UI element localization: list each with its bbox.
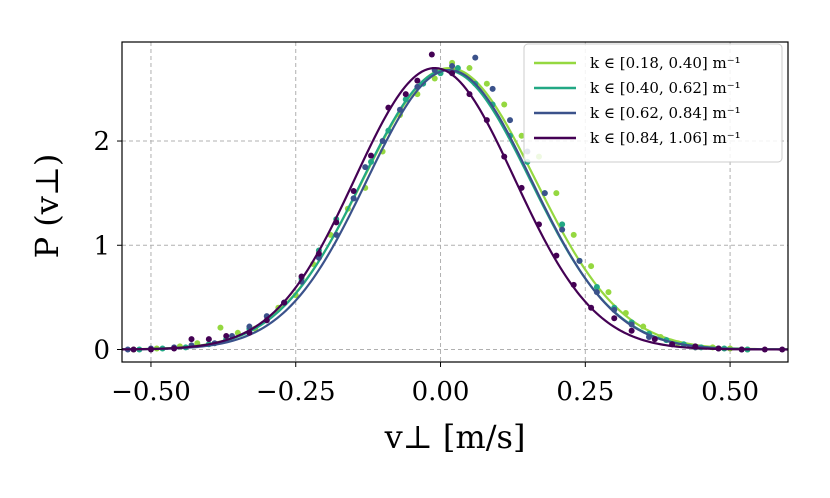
- data-point: [333, 219, 340, 226]
- legend: k ∈ [0.18, 0.40] m⁻¹ k ∈ [0.40, 0.62] m⁻…: [523, 43, 783, 163]
- series-line: [121, 69, 788, 351]
- x-axis: −0.50 −0.25 0.00 0.25 0.50: [111, 362, 759, 407]
- data-point: [402, 96, 409, 103]
- data-point: [315, 250, 322, 257]
- data-point: [651, 336, 658, 343]
- data-point: [715, 345, 722, 352]
- data-point: [315, 254, 322, 261]
- data-point: [379, 138, 386, 145]
- plot-frame: [121, 41, 789, 363]
- data-point: [646, 333, 653, 340]
- x-tick-label: 0.25: [556, 377, 614, 407]
- data-point: [640, 323, 647, 330]
- data-point: [171, 345, 178, 352]
- legend-label-1: k ∈ [0.40, 0.62] m⁻¹: [590, 79, 741, 97]
- data-point: [593, 289, 600, 296]
- data-point: [428, 51, 435, 58]
- data-point: [483, 80, 490, 87]
- data-point: [385, 104, 392, 111]
- data-point: [535, 221, 542, 228]
- data-point: [414, 77, 421, 84]
- data-point: [147, 346, 154, 353]
- y-axis-title: P (v⊥): [28, 154, 66, 259]
- data-point: [501, 101, 508, 108]
- series-3: [121, 51, 789, 353]
- y-tick-label: 0: [93, 335, 110, 365]
- x-axis-title: v⊥ [m/s]: [384, 418, 526, 456]
- y-tick-label: 2: [93, 127, 110, 157]
- plot-area: [121, 51, 789, 353]
- data-point: [692, 343, 699, 350]
- data-point: [570, 231, 577, 238]
- data-point: [738, 346, 745, 353]
- data-point: [489, 85, 496, 92]
- data-point: [217, 324, 224, 331]
- data-point: [194, 340, 201, 347]
- series-line: [121, 66, 789, 351]
- data-point: [449, 70, 456, 77]
- legend-box: [523, 43, 783, 163]
- data-point: [518, 184, 525, 191]
- data-point: [350, 188, 357, 195]
- data-point: [593, 283, 600, 290]
- data-point: [333, 231, 340, 238]
- data-point: [223, 332, 230, 339]
- data-point: [588, 304, 595, 311]
- data-point: [576, 257, 583, 264]
- data-point: [570, 281, 577, 288]
- data-point: [553, 190, 560, 197]
- data-point: [501, 153, 508, 160]
- data-point: [188, 336, 195, 343]
- x-tick-label: −0.50: [111, 377, 191, 407]
- x-tick-label: −0.25: [256, 377, 336, 407]
- data-point: [559, 226, 566, 233]
- data-point: [281, 299, 288, 306]
- data-point: [263, 317, 270, 324]
- data-point: [779, 346, 786, 353]
- legend-label-2: k ∈ [0.62, 0.84] m⁻¹: [590, 104, 741, 122]
- data-point: [246, 329, 253, 336]
- data-point: [628, 327, 635, 334]
- data-point: [588, 263, 595, 270]
- data-point: [518, 132, 525, 139]
- y-axis: 0 1 2: [93, 127, 122, 365]
- data-point: [611, 315, 618, 322]
- data-point: [466, 65, 473, 72]
- data-point: [605, 289, 612, 296]
- data-point: [483, 117, 490, 124]
- data-point: [431, 75, 438, 82]
- data-point: [130, 346, 137, 353]
- data-point: [246, 323, 253, 330]
- data-point: [553, 252, 560, 259]
- data-point: [559, 221, 566, 228]
- data-point: [466, 91, 473, 98]
- legend-label-3: k ∈ [0.84, 1.06] m⁻¹: [590, 129, 741, 147]
- data-point: [362, 164, 369, 171]
- data-point: [669, 341, 676, 348]
- y-tick-label: 1: [93, 231, 110, 261]
- data-point: [611, 306, 618, 313]
- data-point: [761, 346, 768, 353]
- data-point: [414, 83, 421, 90]
- data-point: [622, 310, 629, 317]
- data-point: [396, 106, 403, 113]
- data-point: [449, 62, 456, 69]
- data-point: [368, 158, 375, 165]
- data-point: [350, 195, 357, 202]
- data-point: [541, 190, 548, 197]
- data-point: [454, 65, 461, 72]
- legend-label-0: k ∈ [0.18, 0.40] m⁻¹: [590, 54, 741, 72]
- data-point: [298, 273, 305, 280]
- x-tick-label: 0.50: [701, 377, 759, 407]
- data-point: [368, 152, 375, 159]
- data-point: [402, 91, 409, 98]
- data-point: [507, 117, 514, 124]
- x-tick-label: 0.00: [412, 377, 470, 407]
- data-point: [628, 321, 635, 328]
- data-point: [472, 54, 479, 61]
- data-point: [205, 336, 212, 343]
